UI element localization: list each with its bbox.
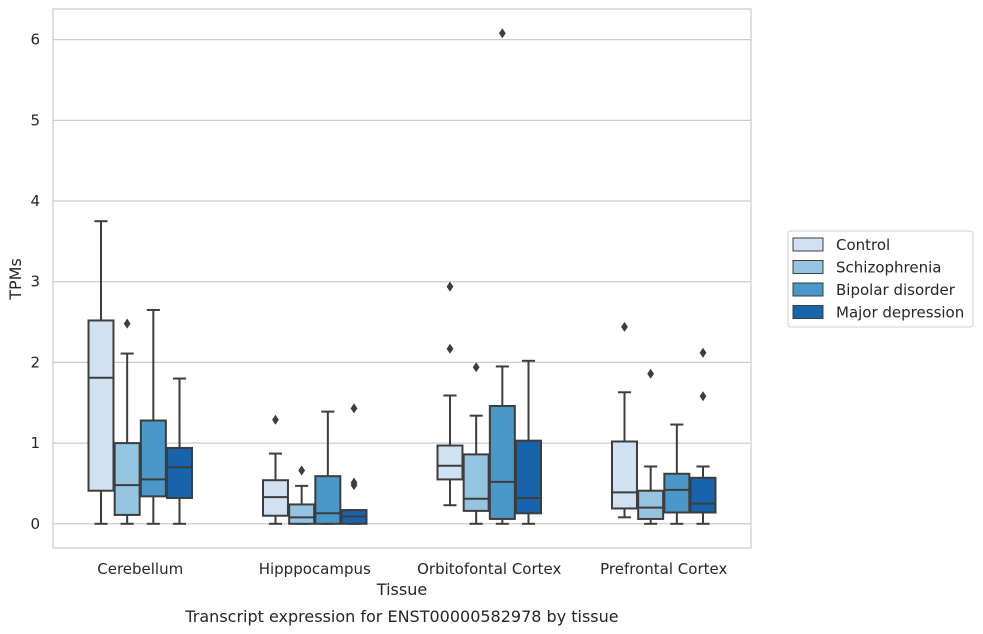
legend-frame xyxy=(787,230,974,328)
y-tick-label: 5 xyxy=(30,111,40,129)
y-tick-label: 3 xyxy=(30,273,40,291)
y-axis-ticks: 0 1 2 3 4 5 6 xyxy=(30,31,40,533)
outlier-point xyxy=(446,343,454,354)
legend-label: Major depression xyxy=(836,304,964,322)
outlier-point xyxy=(272,414,279,425)
outlier-point xyxy=(350,403,358,414)
x-axis-label: Tissue xyxy=(376,580,427,599)
box xyxy=(113,442,141,516)
chart-caption: Transcript expression for ENST0000058297… xyxy=(184,607,618,626)
box-series xyxy=(87,28,717,525)
outlier-point xyxy=(647,368,655,379)
x-tick-label: Hipppocampus xyxy=(259,560,371,578)
outlier-point xyxy=(350,477,358,488)
x-tick-label: Prefrontal Cortex xyxy=(600,560,727,578)
outlier-point xyxy=(699,391,707,402)
box xyxy=(139,419,167,498)
outlier-point xyxy=(472,362,480,373)
plot-frame xyxy=(52,8,752,549)
legend-swatch xyxy=(792,305,824,319)
box xyxy=(689,476,717,514)
box xyxy=(637,489,665,520)
box xyxy=(488,404,516,520)
x-tick-label: Orbitofontal Cortex xyxy=(417,560,561,578)
box xyxy=(515,439,543,515)
legend: Control Schizophrenia Bipolar disorder Majo… xyxy=(787,230,974,328)
box xyxy=(462,453,490,512)
box xyxy=(288,503,316,525)
outlier-point xyxy=(498,28,506,39)
legend-swatch xyxy=(792,237,824,252)
legend-label: Control xyxy=(836,236,890,254)
y-tick-label: 1 xyxy=(30,434,40,452)
outlier-point xyxy=(621,321,628,332)
legend-swatch xyxy=(792,260,824,274)
y-axis-label: TPMs xyxy=(6,258,25,301)
legend-label: Schizophrenia xyxy=(836,259,941,277)
y-tick-label: 6 xyxy=(30,31,40,49)
y-tick-label: 4 xyxy=(30,192,40,210)
outlier-point xyxy=(298,465,306,476)
box xyxy=(436,444,464,481)
box xyxy=(166,446,193,499)
box xyxy=(611,440,638,510)
legend-swatch xyxy=(792,282,824,297)
y-tick-label: 0 xyxy=(30,515,40,533)
outlier-point xyxy=(699,347,707,358)
outlier-point xyxy=(123,318,131,329)
legend-label: Bipolar disorder xyxy=(836,281,956,299)
x-tick-label: Cerebellum xyxy=(97,560,183,578)
x-axis-ticks: Cerebellum Hipppocampus Orbitofontal Corte… xyxy=(97,560,727,578)
box xyxy=(314,475,342,525)
box xyxy=(663,472,691,514)
outlier-point xyxy=(446,281,454,292)
gridlines xyxy=(53,39,751,525)
box xyxy=(87,319,115,492)
y-tick-label: 2 xyxy=(30,353,40,371)
